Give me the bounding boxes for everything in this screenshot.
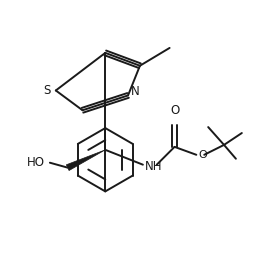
Text: O: O (170, 104, 179, 117)
Text: O: O (198, 150, 207, 160)
Text: NH: NH (145, 160, 162, 173)
Text: N: N (131, 85, 140, 98)
Text: HO: HO (27, 156, 45, 169)
Text: S: S (44, 84, 51, 97)
Polygon shape (66, 150, 105, 171)
